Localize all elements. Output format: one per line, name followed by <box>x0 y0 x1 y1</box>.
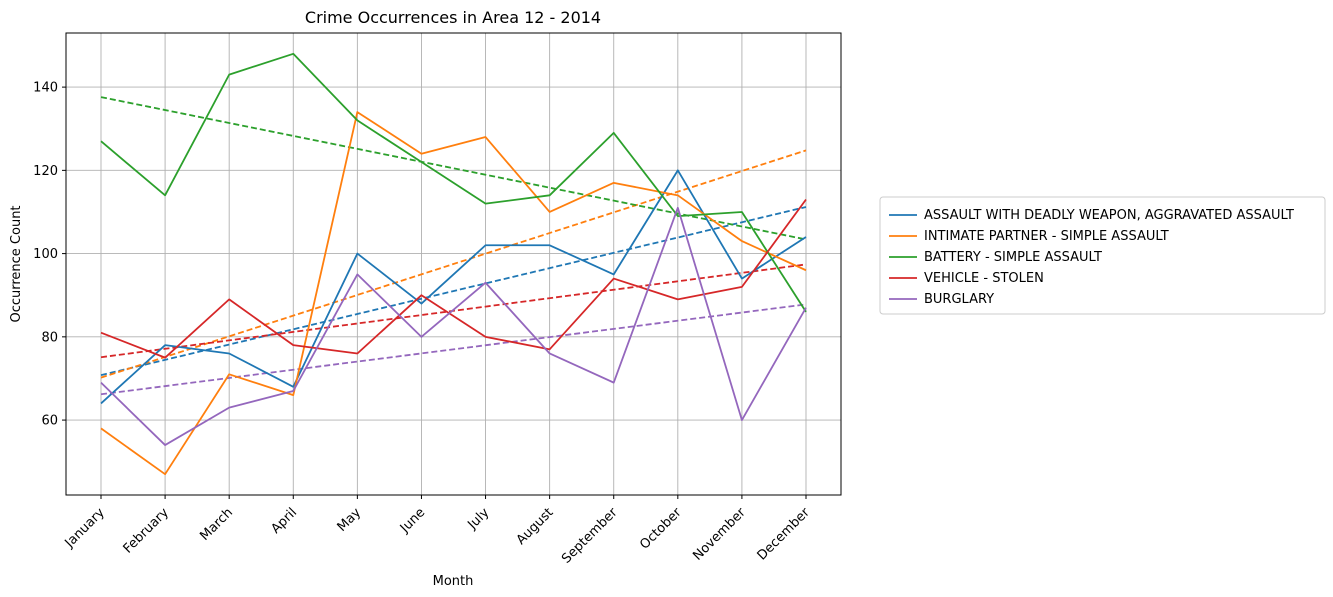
y-tick-label: 60 <box>41 414 58 429</box>
x-axis-ticks: January February March April May June July Augu… <box>62 495 814 567</box>
x-tick-label: April <box>268 505 300 537</box>
x-tick-label: February <box>121 505 173 557</box>
series-line <box>100 206 807 446</box>
legend-label: INTIMATE PARTNER - SIMPLE ASSAULT <box>924 229 1169 244</box>
legend-box <box>879 196 1326 315</box>
x-tick-label: August <box>514 505 557 548</box>
series-line <box>100 111 807 476</box>
series-line <box>100 169 807 405</box>
x-tick-label: July <box>465 505 493 533</box>
x-tick-label: September <box>559 505 621 567</box>
x-tick-label: May <box>335 505 365 535</box>
y-tick-label: 80 <box>41 330 58 345</box>
grid <box>66 33 841 495</box>
x-tick-label: June <box>397 505 428 536</box>
series-line <box>100 52 807 313</box>
x-tick-label: November <box>690 505 749 564</box>
trend-line <box>100 303 807 396</box>
y-axis-label: Occurrence Count <box>9 205 24 322</box>
y-tick-label: 140 <box>33 81 58 96</box>
legend: ASSAULT WITH DEADLY WEAPON, AGGRAVATED A… <box>879 196 1326 315</box>
series-line <box>100 198 807 359</box>
legend-label: BATTERY - SIMPLE ASSAULT <box>924 250 1102 265</box>
x-tick-label: March <box>197 505 236 544</box>
x-tick-label: October <box>637 505 685 553</box>
legend-label: VEHICLE - STOLEN <box>924 271 1044 286</box>
legend-label: ASSAULT WITH DEADLY WEAPON, AGGRAVATED A… <box>924 208 1294 223</box>
legend-label: BURGLARY <box>924 292 994 307</box>
plot-frame <box>65 32 842 496</box>
x-tick-label: January <box>62 505 108 551</box>
x-axis-label: Month <box>433 574 474 589</box>
trend-line <box>100 149 807 379</box>
trend-line <box>100 206 807 377</box>
chart-title: Crime Occurrences in Area 12 - 2014 <box>305 8 601 27</box>
y-tick-label: 120 <box>33 164 58 179</box>
y-axis-ticks: 60 80 100 120 140 <box>33 81 66 429</box>
y-tick-label: 100 <box>33 247 58 262</box>
x-tick-label: December <box>755 505 814 564</box>
series-lines <box>100 52 807 476</box>
